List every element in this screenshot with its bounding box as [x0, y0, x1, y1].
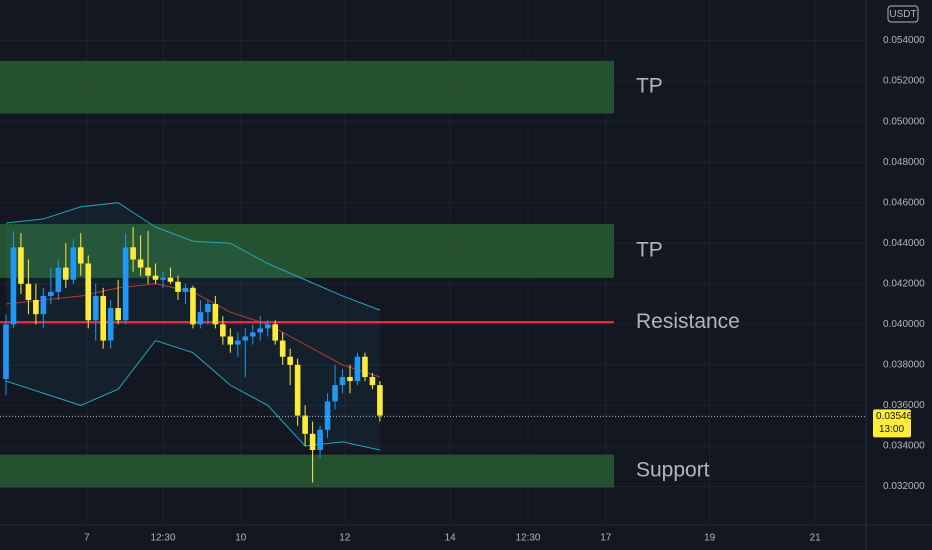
resistance-label: Resistance: [636, 310, 740, 333]
candle-body: [220, 324, 226, 337]
y-tick-label: 0.042000: [883, 278, 925, 289]
candle-body: [309, 433, 316, 450]
candle-body: [294, 364, 301, 416]
candle-body: [354, 356, 361, 382]
candle-body: [212, 304, 219, 325]
x-tick-label: 17: [600, 533, 612, 544]
x-tick-label: 12:30: [151, 533, 176, 544]
zone: [0, 60, 614, 114]
candle-body: [145, 267, 151, 276]
y-tick-label: 0.032000: [883, 481, 925, 492]
x-tick-label: 12:30: [515, 533, 540, 544]
x-tick-label: 14: [445, 533, 457, 544]
last-price-label: 0.035461: [876, 411, 918, 422]
candle-body: [332, 385, 338, 402]
candle-body: [70, 247, 77, 280]
candle-body: [33, 300, 39, 315]
candle-body: [369, 377, 376, 386]
candle-body: [18, 247, 24, 284]
candle-body: [377, 385, 383, 416]
candle-body: [137, 259, 144, 268]
candle-body: [287, 356, 293, 365]
zone: [0, 223, 614, 278]
candle-body: [347, 377, 353, 382]
candle-body: [235, 340, 241, 345]
y-tick-label: 0.054000: [883, 35, 925, 46]
countdown: 13:00: [879, 424, 904, 435]
candle-body: [85, 263, 92, 321]
candle-body: [3, 324, 9, 380]
x-tick-label: 10: [235, 533, 247, 544]
candle-body: [362, 356, 368, 378]
candle-body: [152, 275, 159, 280]
candle-body: [205, 304, 211, 313]
candle-body: [227, 336, 234, 345]
currency: USDT: [889, 9, 916, 20]
candle-body: [25, 283, 32, 300]
y-tick-label: 0.034000: [883, 441, 925, 452]
zone: [0, 454, 614, 488]
y-tick-label: 0.040000: [883, 319, 925, 330]
candle-body: [130, 247, 136, 260]
x-tick-label: 21: [810, 533, 822, 544]
x-tick-label: 12: [339, 533, 351, 544]
candle-body: [190, 287, 196, 325]
last-price-box: [873, 409, 911, 438]
candle-body: [272, 324, 279, 341]
band-upper: [5, 202, 381, 311]
y-tick-label: 0.052000: [883, 76, 925, 87]
candle-body: [10, 247, 17, 325]
candle-body: [175, 281, 181, 292]
zone-label: TP: [636, 75, 663, 98]
currency-box: [887, 5, 919, 23]
y-tick-label: 0.038000: [883, 360, 925, 371]
candle-body: [249, 332, 256, 337]
candle-body: [100, 295, 107, 341]
candle-body: [317, 429, 323, 450]
candle-body: [77, 247, 84, 264]
candle-body: [302, 415, 308, 434]
candle-body: [92, 295, 99, 321]
x-tick-label: 19: [704, 533, 716, 544]
candle-body: [264, 324, 271, 329]
candle-body: [242, 336, 249, 341]
candle-body: [257, 328, 264, 333]
candle-body: [339, 377, 346, 386]
y-tick-label: 0.050000: [883, 116, 925, 127]
zone-label: Support: [636, 459, 710, 482]
y-tick-label: 0.036000: [883, 400, 925, 411]
candle-body: [40, 295, 47, 315]
candle-body: [63, 267, 69, 280]
y-tick-label: 0.048000: [883, 157, 925, 168]
candle-body: [48, 291, 54, 296]
candle-body: [279, 340, 286, 357]
candle-body: [324, 401, 331, 430]
candle-body: [160, 277, 166, 280]
y-tick-label: 0.046000: [883, 197, 925, 208]
candle-body: [197, 312, 204, 325]
candle-body: [182, 287, 189, 292]
candle-body: [115, 308, 121, 321]
candle-body: [107, 308, 114, 341]
x-tick-label: 7: [84, 533, 90, 544]
candle-body: [122, 247, 129, 321]
candle-body: [55, 267, 62, 292]
candle-body: [167, 277, 174, 282]
zone-label: TP: [636, 238, 663, 261]
y-tick-label: 0.044000: [883, 238, 925, 249]
